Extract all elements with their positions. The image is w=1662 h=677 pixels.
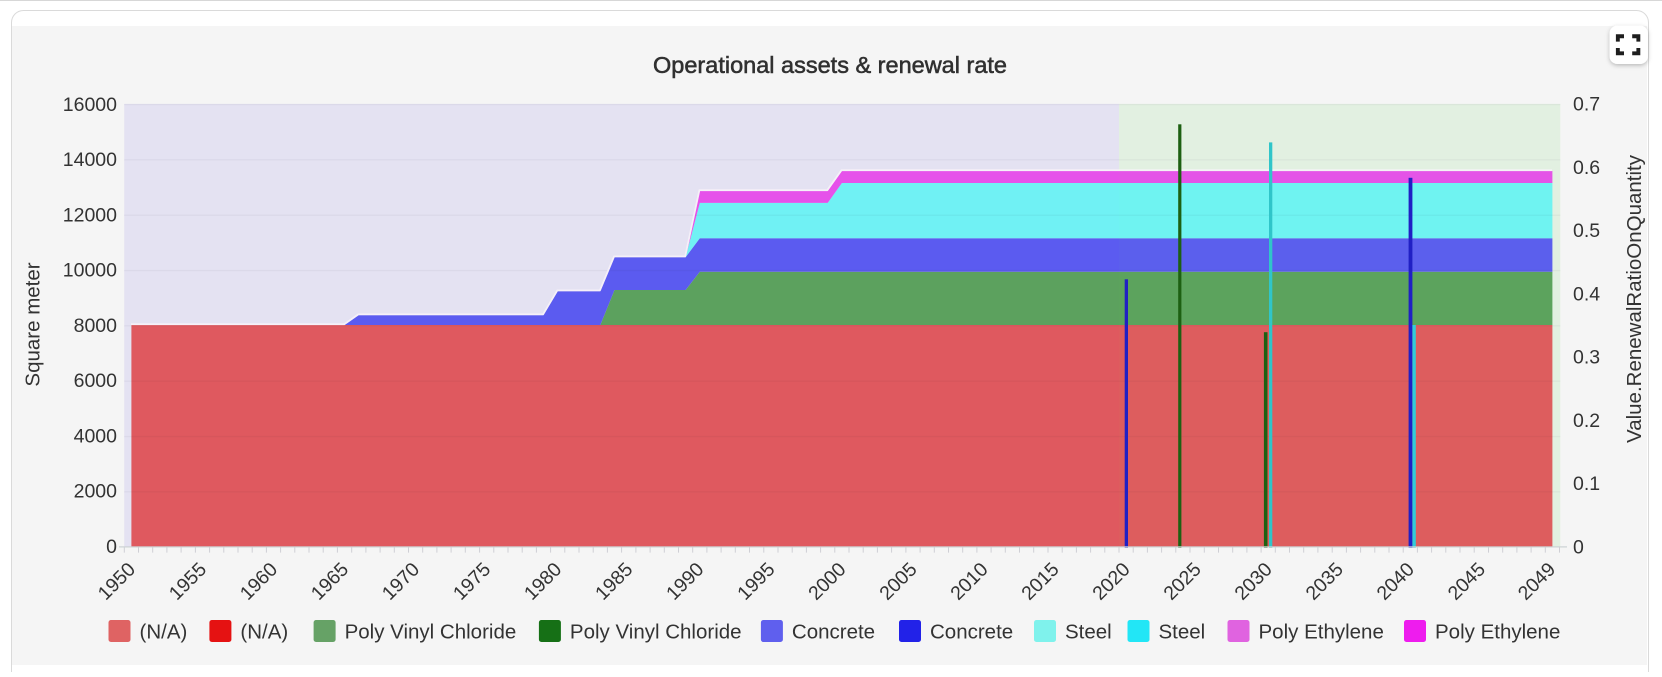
svg-text:6000: 6000 bbox=[74, 370, 118, 392]
svg-text:(N/A): (N/A) bbox=[140, 621, 188, 644]
svg-text:Concrete: Concrete bbox=[930, 621, 1013, 644]
svg-text:4000: 4000 bbox=[74, 425, 118, 447]
svg-text:0.5: 0.5 bbox=[1573, 220, 1600, 242]
svg-text:0.4: 0.4 bbox=[1573, 283, 1600, 305]
svg-text:Square meter: Square meter bbox=[22, 262, 45, 386]
svg-text:Poly Vinyl Chloride: Poly Vinyl Chloride bbox=[570, 621, 742, 644]
svg-text:Steel: Steel bbox=[1159, 621, 1206, 644]
svg-text:0.3: 0.3 bbox=[1573, 347, 1600, 369]
svg-text:16000: 16000 bbox=[63, 94, 117, 116]
svg-text:2000: 2000 bbox=[74, 481, 118, 503]
svg-text:(N/A): (N/A) bbox=[240, 621, 288, 644]
svg-text:8000: 8000 bbox=[74, 315, 118, 337]
svg-text:Poly Ethylene: Poly Ethylene bbox=[1259, 621, 1384, 644]
svg-text:0.2: 0.2 bbox=[1573, 410, 1600, 432]
svg-text:Operational assets & renewal r: Operational assets & renewal rate bbox=[653, 52, 1007, 78]
svg-text:0.7: 0.7 bbox=[1573, 94, 1600, 116]
svg-text:0: 0 bbox=[1573, 536, 1584, 558]
svg-text:Poly Vinyl Chloride: Poly Vinyl Chloride bbox=[345, 621, 517, 644]
svg-text:12000: 12000 bbox=[63, 204, 117, 226]
svg-text:0.6: 0.6 bbox=[1573, 157, 1600, 179]
svg-text:Poly Ethylene: Poly Ethylene bbox=[1435, 621, 1560, 644]
svg-text:Concrete: Concrete bbox=[792, 621, 875, 644]
svg-text:0: 0 bbox=[106, 536, 117, 558]
svg-text:Steel: Steel bbox=[1065, 621, 1112, 644]
svg-text:10000: 10000 bbox=[63, 260, 117, 282]
svg-text:14000: 14000 bbox=[63, 149, 117, 171]
svg-text:Value.RenewalRatioOnQuantity: Value.RenewalRatioOnQuantity bbox=[1623, 154, 1646, 443]
svg-text:0.1: 0.1 bbox=[1573, 473, 1600, 495]
